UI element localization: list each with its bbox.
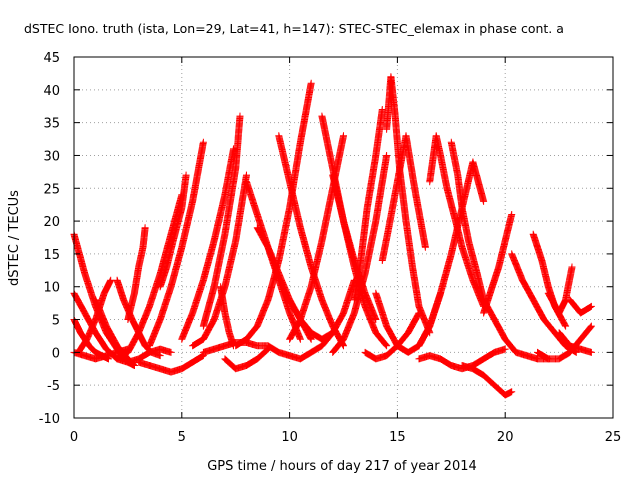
series-44 — [544, 263, 576, 317]
series-13-markers — [178, 145, 237, 343]
series-24-markers — [286, 276, 358, 343]
series-18 — [221, 345, 272, 373]
series-42-markers — [529, 230, 570, 330]
plot-frame — [73, 56, 614, 419]
series-11 — [146, 138, 207, 350]
series-45-markers — [566, 296, 595, 317]
series-8 — [113, 191, 186, 363]
series-33 — [378, 132, 429, 264]
series-12-markers — [156, 171, 190, 291]
x-tick-label: 25 — [605, 430, 622, 445]
series-35-markers — [426, 132, 488, 310]
series-38 — [458, 362, 516, 399]
series-46-markers — [555, 329, 595, 356]
series-29-markers — [350, 106, 386, 304]
y-tick-label: 40 — [43, 84, 60, 99]
x-axis-label: GPS time / hours of day 217 of year 2014 — [207, 459, 477, 474]
y-tick-label: -10 — [39, 412, 60, 427]
series-9-markers — [124, 224, 149, 323]
series-17 — [217, 283, 237, 350]
series-11-markers — [146, 138, 207, 350]
series-9 — [124, 224, 149, 323]
series-5 — [74, 276, 115, 356]
series-41 — [508, 250, 580, 356]
series-36 — [447, 138, 488, 304]
data-points — [70, 73, 595, 399]
y-tick-label: -5 — [47, 379, 60, 394]
chart-title: dSTEC Iono. truth (ista, Lon=29, Lat=41,… — [24, 21, 564, 36]
series-41-markers — [508, 250, 580, 356]
series-45 — [566, 296, 595, 317]
x-tick-label: 10 — [281, 430, 298, 445]
x-tick-label: 5 — [178, 430, 186, 445]
series-38-markers — [458, 362, 516, 399]
series-32 — [383, 73, 434, 337]
series-10-markers — [135, 352, 207, 376]
y-tick-label: 25 — [43, 182, 60, 197]
series-15-markers — [199, 112, 244, 330]
series-8-markers — [113, 191, 186, 363]
y-tick-label: 10 — [43, 281, 60, 296]
x-tick-label: 20 — [497, 430, 514, 445]
series-29 — [350, 106, 386, 304]
y-tick-label: 30 — [43, 149, 60, 164]
series-40 — [480, 296, 552, 363]
series-17-markers — [217, 283, 237, 350]
y-axis-label: dSTEC / TECUs — [7, 190, 22, 286]
series-42 — [529, 230, 570, 330]
series-30-markers — [361, 309, 423, 363]
y-tick-label: 20 — [43, 215, 60, 230]
series-32-markers — [383, 73, 434, 337]
series-15 — [199, 112, 244, 330]
series-28 — [329, 152, 391, 356]
series-33-markers — [378, 132, 429, 264]
series-28-markers — [329, 152, 391, 356]
series-13 — [178, 145, 237, 343]
series-18-markers — [221, 345, 272, 373]
series-36-markers — [447, 138, 488, 304]
y-tick-label: 0 — [52, 346, 60, 361]
y-tick-label: 35 — [43, 117, 60, 132]
series-35 — [426, 132, 488, 310]
series-12 — [156, 171, 190, 291]
series-40-markers — [480, 296, 552, 363]
axis-ticks: 0 5 10 15 20 25 -10 -5 0 5 10 15 20 25 30 35 40 45 — [39, 51, 622, 445]
y-tick-label: 5 — [52, 314, 60, 329]
x-tick-label: 15 — [389, 430, 406, 445]
y-tick-label: 15 — [43, 248, 60, 263]
series-24 — [286, 276, 358, 343]
y-tick-label: 45 — [43, 51, 60, 66]
series-19-markers — [232, 79, 315, 350]
series-5-markers — [74, 276, 115, 356]
series-46 — [555, 329, 595, 356]
x-tick-label: 0 — [70, 430, 78, 445]
series-10 — [135, 352, 207, 376]
series-44-markers — [544, 263, 576, 317]
series-30 — [361, 309, 423, 363]
series-19 — [232, 79, 315, 350]
